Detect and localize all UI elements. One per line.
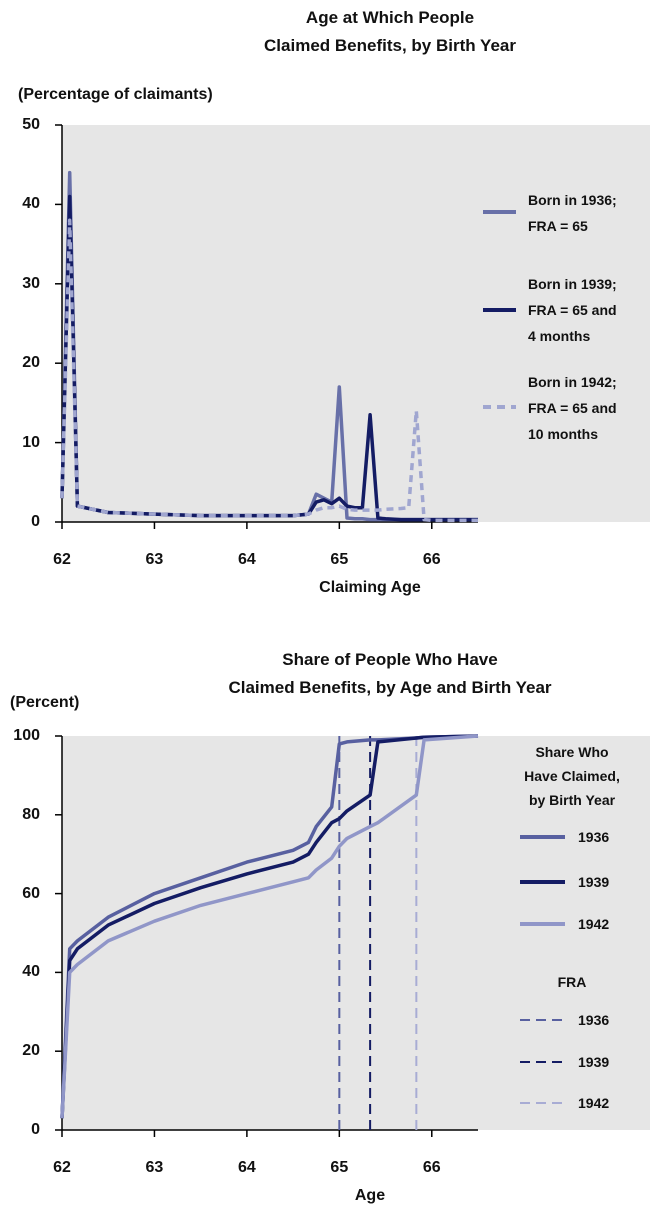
legend-label: Born in 1936; FRA = 65: [528, 192, 617, 234]
x-tick-label: 64: [237, 551, 256, 568]
y-axis-label: (Percentage of claimants): [18, 86, 213, 103]
x-tick-label: 66: [422, 1159, 441, 1176]
legend-label: 1942: [578, 916, 610, 932]
y-tick-label: 60: [22, 884, 40, 902]
data-line: [60, 734, 479, 1119]
x-axis-label: Age: [354, 1187, 386, 1204]
chart-title: Age at Which People Claimed Benefits, by…: [264, 8, 516, 55]
legend-label: 1936: [578, 1012, 610, 1028]
x-tick-label: 62: [53, 551, 71, 568]
legend-label: 1942: [578, 1095, 610, 1111]
plot-background: [62, 125, 650, 522]
y-tick-label: 80: [22, 805, 40, 823]
legend-label: 1939: [578, 874, 610, 890]
chart-title: Share of People Who Have Claimed Benefit…: [228, 650, 552, 697]
data-line: [60, 734, 479, 1119]
x-tick-label: 65: [330, 1159, 349, 1176]
x-tick-label: 62: [53, 1159, 71, 1176]
y-tick-label: 20: [22, 1042, 40, 1060]
plot-background: [62, 736, 650, 1130]
x-tick-label: 63: [145, 1159, 164, 1176]
x-tick-label: 65: [330, 551, 349, 568]
y-tick-label: 10: [22, 433, 40, 451]
x-tick-label: 64: [237, 1159, 256, 1176]
y-tick-label: 100: [13, 727, 40, 744]
x-tick-label: 63: [145, 551, 164, 568]
x-axis-label: Claiming Age: [319, 579, 421, 596]
legend-label: Born in 1942; FRA = 65 and 10 months: [528, 374, 617, 442]
y-tick-label: 40: [22, 963, 40, 981]
y-tick-label: 0: [31, 1121, 40, 1138]
y-tick-label: 50: [22, 116, 40, 133]
y-tick-label: 20: [22, 354, 40, 372]
y-axis-label: (Percent): [10, 694, 80, 711]
y-tick-label: 40: [22, 195, 40, 213]
legend-title: Share Who Have Claimed, by Birth Year: [524, 744, 620, 808]
legend-title: FRA: [557, 974, 587, 990]
y-tick-label: 0: [31, 513, 40, 530]
legend-label: 1936: [578, 829, 610, 845]
legend-label: Born in 1939; FRA = 65 and 4 months: [528, 276, 617, 344]
x-tick-label: 66: [422, 551, 441, 568]
y-tick-label: 30: [22, 274, 40, 292]
legend-label: 1939: [578, 1054, 610, 1070]
data-line: [60, 218, 478, 523]
